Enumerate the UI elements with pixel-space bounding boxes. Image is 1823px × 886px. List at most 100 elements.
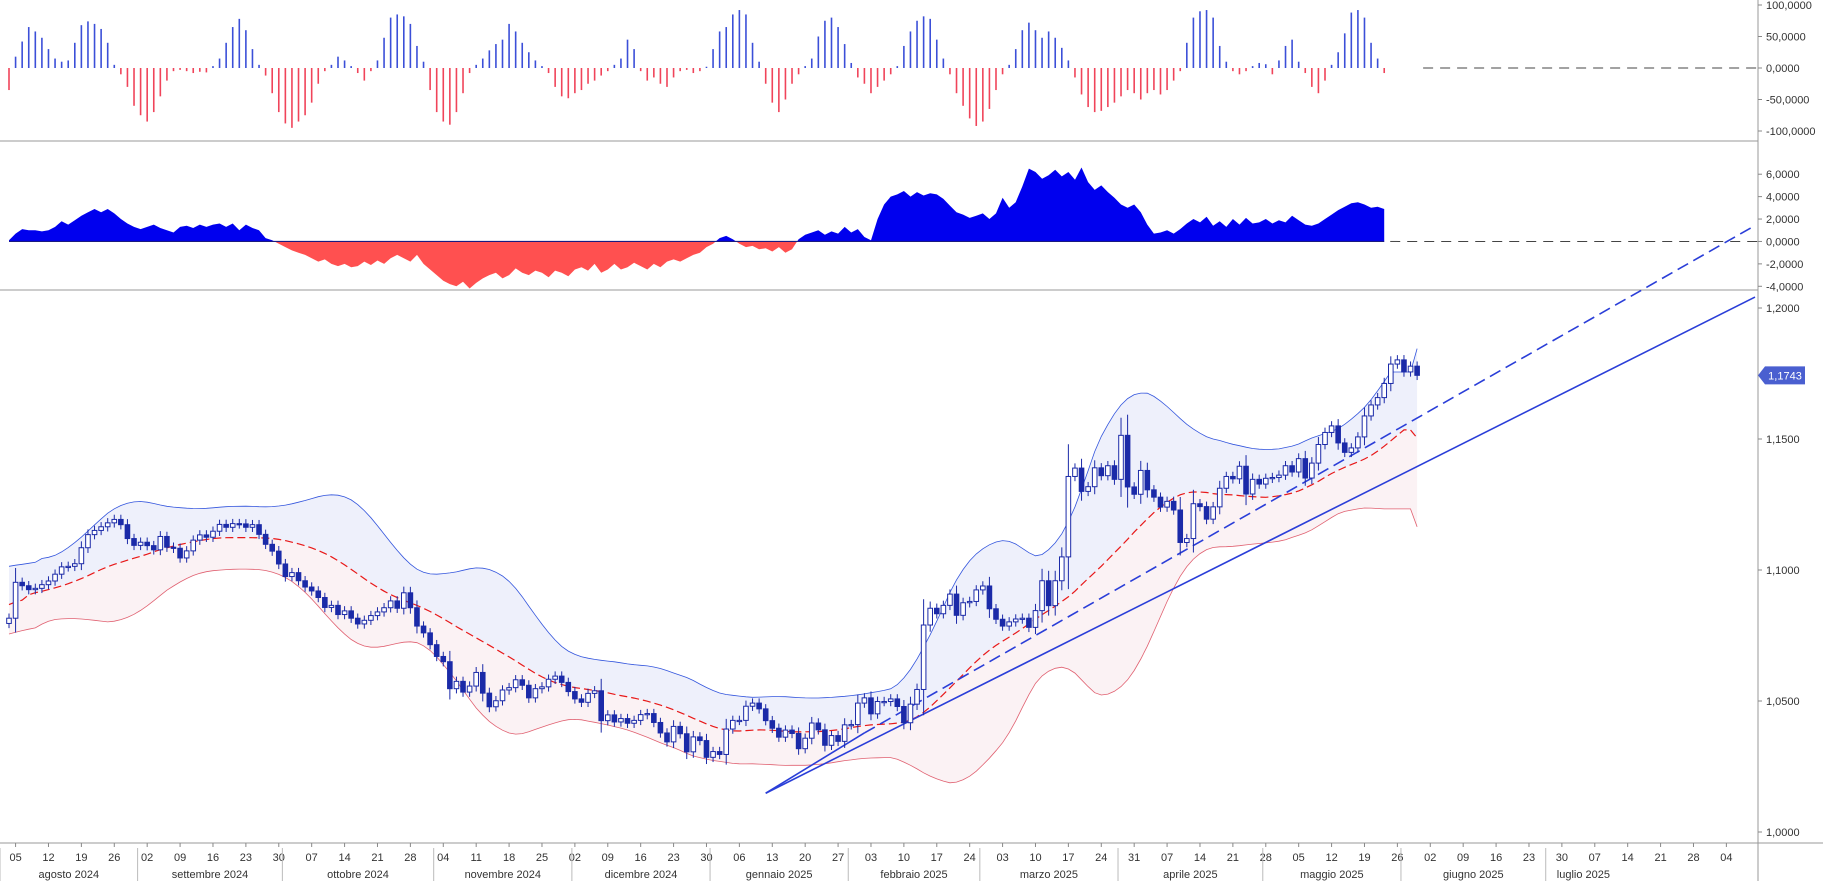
month-label: gennaio 2025 xyxy=(746,869,813,881)
candlestick xyxy=(493,696,499,712)
day-tick-label: 28 xyxy=(1260,852,1272,864)
candlestick xyxy=(243,519,249,533)
candle-body-up xyxy=(1006,621,1012,627)
candle-body-down xyxy=(282,563,289,578)
day-tick-label: 23 xyxy=(240,852,252,864)
upper-band-line xyxy=(8,348,1418,699)
candlestick xyxy=(631,715,637,728)
right-value-axis[interactable]: 100,0000 50,0000 0,0000 -50,0000 -100,0000 6,… xyxy=(1758,0,1816,839)
candlestick xyxy=(394,596,401,613)
candlestick xyxy=(275,546,282,570)
day-tick-label: 16 xyxy=(635,852,647,864)
candle-body-up xyxy=(637,714,644,721)
candle-body-down xyxy=(460,680,466,693)
candle-body-down xyxy=(354,617,361,625)
candle-body-down xyxy=(1401,359,1407,373)
candle-body-up xyxy=(32,587,39,591)
candle-body-down xyxy=(295,572,302,582)
candlestick xyxy=(1256,474,1263,489)
candlestick xyxy=(999,614,1006,631)
candle-body-up xyxy=(881,701,887,704)
candlestick xyxy=(144,537,150,551)
candle-body-up xyxy=(532,688,539,699)
candle-body-up xyxy=(1381,382,1388,399)
candlestick xyxy=(499,685,506,706)
day-tick-label: 02 xyxy=(1424,852,1436,864)
candle-body-down xyxy=(236,523,243,526)
last-price-badge[interactable]: 1,1743 xyxy=(1758,366,1805,385)
candle-body-up xyxy=(361,619,368,625)
oscillator-area-panel xyxy=(9,167,1758,289)
candle-body-up xyxy=(65,565,72,569)
candle-body-down xyxy=(1302,458,1309,479)
day-tick-label: 19 xyxy=(1358,852,1370,864)
candlestick xyxy=(401,586,407,615)
area-positive xyxy=(9,167,1385,242)
day-tick-label: 23 xyxy=(667,852,679,864)
candlestick xyxy=(749,698,756,711)
day-tick-label: 26 xyxy=(1391,852,1403,864)
month-label: maggio 2025 xyxy=(1300,869,1364,881)
candle-body-up xyxy=(78,547,85,565)
day-tick-label: 21 xyxy=(1227,852,1239,864)
candle-body-up xyxy=(328,604,335,608)
candle-body-up xyxy=(1309,462,1315,479)
day-tick-label: 17 xyxy=(1062,852,1074,864)
candle-body-down xyxy=(565,681,572,693)
candle-body-down xyxy=(868,697,874,715)
candlestick xyxy=(197,530,203,545)
candle-body-down xyxy=(933,607,940,615)
candle-body-up xyxy=(453,680,460,690)
candlestick xyxy=(1341,438,1348,458)
candlestick xyxy=(1302,450,1309,486)
candle-body-up xyxy=(1059,556,1065,582)
candlestick xyxy=(1361,407,1368,446)
candlestick xyxy=(302,576,308,592)
day-tick-label: 13 xyxy=(766,852,778,864)
time-axis[interactable]: 05 12 19 26 02 09 16 23 30 07 14 21 28 04 11 18 25 02 09 16… xyxy=(0,843,1733,881)
candle-body-down xyxy=(519,679,526,686)
candlestick xyxy=(216,519,223,536)
candlestick xyxy=(236,518,243,529)
candle-body-down xyxy=(322,597,328,608)
candle-body-down xyxy=(440,655,447,663)
candle-body-up xyxy=(1091,467,1098,488)
candle-body-down xyxy=(1197,503,1203,508)
candlestick xyxy=(762,704,769,726)
osc2-tick-label: 6,0000 xyxy=(1766,169,1800,181)
candlestick xyxy=(269,539,275,556)
candle-body-down xyxy=(420,625,427,634)
price-tick-label: 1,1000 xyxy=(1766,565,1800,577)
candlestick xyxy=(12,567,19,633)
candle-body-up xyxy=(1388,363,1394,384)
candle-body-up xyxy=(512,679,519,689)
candle-body-down xyxy=(598,690,605,722)
day-tick-label: 23 xyxy=(1523,852,1535,864)
candle-body-up xyxy=(12,581,19,619)
day-tick-label: 09 xyxy=(602,852,614,864)
candle-body-down xyxy=(1335,425,1341,444)
candle-body-up xyxy=(58,566,65,575)
candlestick xyxy=(1039,568,1045,623)
candlestick xyxy=(164,531,170,552)
trendline-solid xyxy=(765,296,1756,794)
candle-body-up xyxy=(1216,487,1223,508)
candlestick xyxy=(664,728,670,747)
candlestick xyxy=(670,720,677,749)
candle-body-up xyxy=(216,523,223,532)
candle-body-up xyxy=(1190,503,1197,540)
month-label: ottobre 2024 xyxy=(327,869,389,881)
day-tick-label: 04 xyxy=(1720,852,1732,864)
month-label: novembre 2024 xyxy=(465,869,541,881)
candle-body-down xyxy=(901,706,907,724)
day-tick-label: 19 xyxy=(75,852,87,864)
candle-body-up xyxy=(539,686,545,690)
candlestick xyxy=(519,675,526,690)
candlestick xyxy=(1328,421,1335,438)
candle-body-down xyxy=(223,523,229,528)
candle-body-up xyxy=(1328,425,1335,433)
month-label: settembre 2024 xyxy=(172,869,248,881)
month-label: aprile 2025 xyxy=(1163,869,1217,881)
day-tick-label: 14 xyxy=(338,852,350,864)
